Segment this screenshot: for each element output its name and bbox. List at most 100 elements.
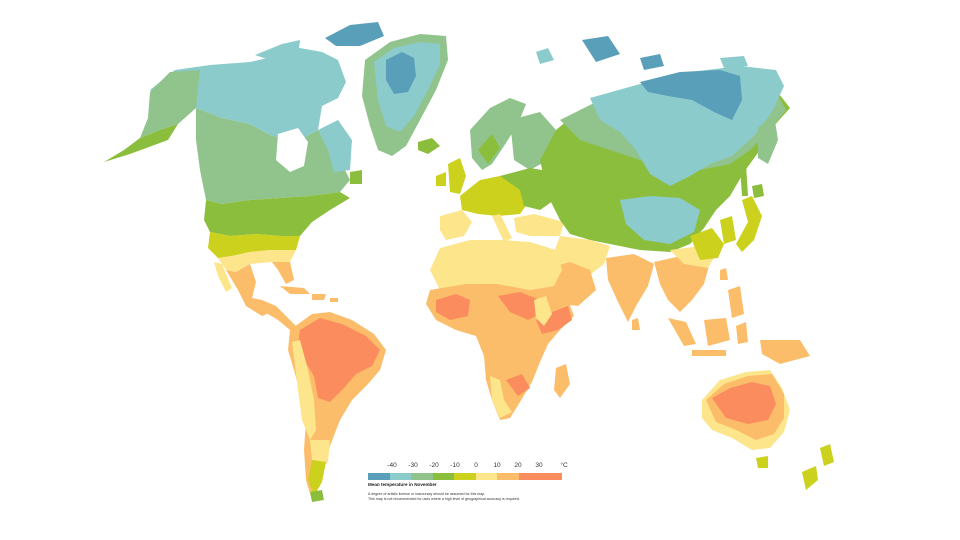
legend-tick: 30	[535, 462, 543, 469]
legend-notes: A degree of artistic license or inaccura…	[368, 492, 608, 502]
ireland	[436, 172, 446, 186]
svalbard	[536, 48, 554, 64]
legend-disclaimer-2: This map is not recommended for uses whe…	[368, 497, 520, 502]
arctic-island-2	[305, 60, 332, 80]
hudson-bay	[276, 128, 308, 172]
hispaniola	[312, 294, 326, 300]
europe	[436, 98, 564, 242]
iceland	[418, 138, 440, 154]
hokkaido	[752, 184, 764, 198]
north-america-temperate-band	[204, 192, 350, 236]
legend-tick: -20	[429, 462, 439, 469]
korea	[720, 216, 736, 244]
taiwan	[720, 268, 728, 280]
patagonia-south	[308, 460, 326, 496]
puerto-rico	[330, 298, 338, 302]
philippines	[728, 286, 744, 318]
east-china	[690, 228, 724, 260]
legend-swatch	[389, 473, 412, 480]
newfoundland	[350, 170, 362, 184]
legend-tick-row: -40 -30 -20 -10 0 10 20 30 °C	[368, 462, 608, 472]
new-zealand-north	[820, 444, 834, 466]
legend-title: Mean temperature in November	[368, 482, 437, 487]
italy	[492, 214, 512, 242]
balkans-turkey	[514, 214, 564, 236]
legend-swatch	[540, 473, 563, 480]
legend-tick: 20	[514, 462, 522, 469]
java	[692, 350, 726, 356]
gulf-coast-band	[218, 250, 296, 272]
ethiopian-highlands	[534, 296, 552, 326]
sakhalin	[740, 164, 748, 196]
novaya-zemlya	[582, 36, 620, 62]
legend-tick: -40	[387, 462, 397, 469]
sri-lanka	[632, 318, 640, 330]
sulawesi	[736, 322, 748, 344]
central-europe	[460, 176, 530, 216]
mexico	[226, 264, 272, 316]
greenland	[362, 34, 448, 156]
australia-hot-core	[712, 382, 776, 424]
british-isles	[448, 158, 466, 194]
kamchatka	[758, 114, 778, 164]
canadian-archipelago	[255, 40, 300, 62]
legend-disclaimer-1: A degree of artistic license or inaccura…	[368, 492, 486, 496]
borneo	[704, 318, 730, 346]
canada-subarctic-band	[196, 108, 350, 204]
greenland-core	[386, 52, 416, 94]
tasmania	[756, 456, 768, 468]
tierra-del-fuego	[310, 490, 324, 502]
east-africa-hot	[536, 306, 572, 334]
severnaya-zemlya	[640, 54, 664, 70]
mongolia-cold	[620, 196, 700, 244]
japan	[736, 196, 762, 252]
scandinavia-north	[478, 134, 500, 164]
florida	[272, 262, 294, 284]
legend-swatch	[518, 473, 541, 480]
cuba	[280, 286, 310, 294]
legend-tick: -30	[408, 462, 418, 469]
legend-unit: °C	[560, 462, 568, 469]
north-america	[104, 22, 384, 330]
madagascar	[554, 364, 570, 398]
south-america	[288, 312, 386, 502]
legend-tick: 0	[474, 462, 478, 469]
alaska	[140, 70, 200, 138]
south-america-hot-core	[298, 318, 380, 402]
legend-tick: 10	[493, 462, 501, 469]
southern-us-band	[208, 232, 300, 258]
sudan-hot-core	[498, 292, 540, 320]
india	[606, 254, 654, 322]
central-america	[262, 300, 296, 330]
north-africa-band	[430, 240, 562, 290]
sumatra	[668, 318, 696, 346]
southeast-asia	[654, 254, 710, 312]
legend-swatch	[454, 473, 476, 480]
iberia	[440, 210, 472, 240]
legend-swatch	[411, 473, 433, 480]
legend-swatch	[497, 473, 519, 480]
new-zealand-south	[802, 466, 818, 490]
siberia-coldest-core	[640, 70, 742, 120]
legend-swatch	[432, 473, 455, 480]
ellesmere-island	[325, 22, 384, 46]
andes-band	[292, 340, 316, 440]
southern-africa-hot	[506, 374, 530, 396]
legend-swatch	[475, 473, 498, 480]
south-africa-band	[490, 376, 512, 418]
baja-california	[214, 262, 232, 292]
temperature-legend: -40 -30 -20 -10 0 10 20 30 °C Mean tempe…	[368, 462, 608, 502]
legend-tick: -10	[450, 462, 460, 469]
labrador	[318, 120, 352, 172]
new-siberian-islands	[720, 56, 748, 68]
sahara-hot-core	[436, 294, 470, 320]
africa	[426, 240, 574, 420]
legend-color-scale	[368, 473, 563, 480]
asia	[536, 36, 810, 364]
australia	[702, 370, 834, 490]
new-guinea	[760, 340, 810, 364]
alaska-peninsula	[104, 124, 178, 162]
legend-swatch	[368, 473, 390, 480]
